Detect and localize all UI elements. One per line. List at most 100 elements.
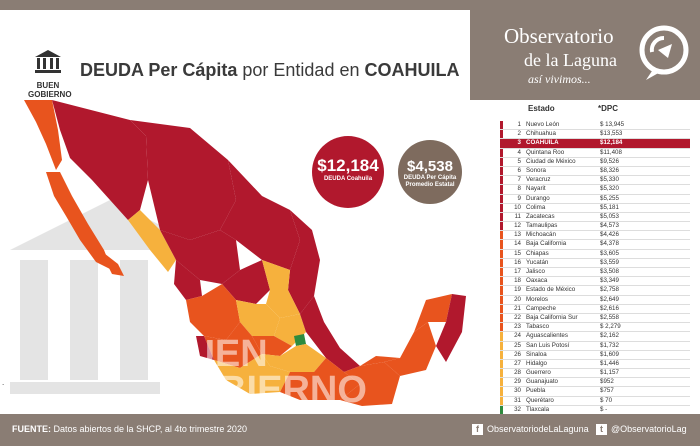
header: BUEN GOBIERNO DEUDA Per Cápita por Entid… [0,10,470,100]
row-rank: 8 [517,185,521,193]
campeche-region [384,322,436,376]
row-color-marker [500,304,503,313]
mexico-state-region [252,336,292,356]
mexico-map: BUEN GOBIERNO [10,100,466,410]
row-color-marker [500,121,503,130]
row-rank: 9 [517,194,521,202]
row-value: $952 [600,378,614,386]
row-color-marker [500,286,503,295]
row-rank: 32 [514,405,521,413]
row-state: San Luis Potosí [526,341,570,349]
row-rank: 4 [517,148,521,156]
row-value: $ 2,279 [600,323,621,331]
row-value: $2,162 [600,332,619,340]
twitter-link[interactable]: t @ObservatorioLag [596,424,687,436]
brand-line1: Observatorio [504,24,614,48]
row-color-marker [500,268,503,277]
facebook-handle: ObservatoriodeLaLaguna [487,424,589,434]
row-state: Ciudad de México [526,157,576,165]
row-rank: 29 [514,378,521,386]
row-rank: 10 [514,203,521,211]
row-color-marker [500,378,503,387]
sonora-region [52,100,148,220]
row-state: Puebla [526,387,546,395]
logo-line1: BUEN [36,81,60,90]
row-value: $3,605 [600,249,619,257]
aguascalientes-guanajuato-region [236,300,280,336]
row-color-marker [500,231,503,240]
row-rank: 3 [517,139,521,147]
oaxaca-region [280,358,360,400]
table-row: 29 Guanajuato $952 [500,378,690,388]
row-value: $1,157 [600,369,619,377]
row-state: Zacatecas [526,212,555,220]
guerrero-region [214,354,290,394]
watermark-line1: BUEN [160,333,268,375]
row-rank: 11 [514,212,521,220]
row-value: $2,758 [600,286,619,294]
brand-panel: Observatorio de la Laguna así vivimos... [470,10,700,100]
table-row: 4 Quintana Roo $11,408 [500,148,690,158]
logo-line2: GOBIERNO [28,90,72,99]
row-rank: 27 [514,359,521,367]
row-state: Aguascalientes [526,332,568,340]
row-color-marker [500,185,503,194]
row-value: $4,426 [600,231,619,239]
row-color-marker [500,157,503,166]
row-color-marker [500,295,503,304]
table-row: 2 Chihuahua $13,553 [500,130,690,140]
table-row: 14 Baja California $4,378 [500,240,690,250]
row-rank: 24 [514,332,521,340]
row-color-marker [500,258,503,267]
table-row: 1 Nuevo León $ 13,945 [500,121,690,131]
twitter-handle: @ObservatorioLag [611,424,687,434]
row-color-marker [500,396,503,405]
row-value: $1,609 [600,350,619,358]
source-label: FUENTE: [12,424,51,434]
row-color-marker [500,240,503,249]
table-row: 6 Sonora $8,326 [500,166,690,177]
row-value: $ - [600,405,608,413]
title-part2: por Entidad en [242,60,360,80]
row-color-marker [500,341,503,350]
row-state: Morelos [526,295,549,303]
table-row: 9 Durango $5,255 [500,194,690,204]
row-rank: 7 [517,176,521,184]
top-bar [0,0,700,10]
table-row: 3 COAHUILA $12,184 [500,139,690,149]
row-state: Durango [526,194,550,202]
footer-source: FUENTE: Datos abiertos de la SHCP, al 4t… [12,424,247,434]
row-color-marker [500,369,503,378]
buen-gobierno-logo: BUEN GOBIERNO [28,48,72,108]
row-color-marker [500,166,503,176]
facebook-link[interactable]: f ObservatoriodeLaLaguna [472,424,589,436]
row-color-marker [500,350,503,359]
table-header-value: *DPC [598,104,619,113]
observatorio-logo-icon [639,25,689,80]
row-rank: 1 [517,121,521,128]
row-value: $4,573 [600,222,619,230]
row-value: $3,559 [600,258,619,266]
row-rank: 16 [514,258,521,266]
brand-tagline: así vivimos... [528,72,591,86]
title-part1: DEUDA Per Cápita [80,60,238,80]
veracruz-region [300,296,360,372]
row-color-marker [500,194,503,203]
table-row: 11 Zacatecas $5,053 [500,212,690,223]
chihuahua-region [130,120,236,240]
row-rank: 23 [514,323,521,331]
row-color-marker [500,313,503,323]
row-value: $2,616 [600,304,619,312]
row-value: $4,378 [600,240,619,248]
row-rank: 14 [514,240,521,248]
table-row: 17 Jalisco $3,508 [500,268,690,278]
table-row: 21 Campeche $2,616 [500,304,690,314]
twitter-icon: t [596,424,607,436]
average-debt-value: $4,538 [407,158,453,175]
table-row: 26 Sinaloa $1,609 [500,350,690,360]
footer: FUENTE: Datos abiertos de la SHCP, al 4t… [0,414,700,446]
row-value: $2,649 [600,295,619,303]
row-rank: 28 [514,369,521,377]
row-rank: 19 [514,286,521,294]
row-color-marker [500,249,503,258]
